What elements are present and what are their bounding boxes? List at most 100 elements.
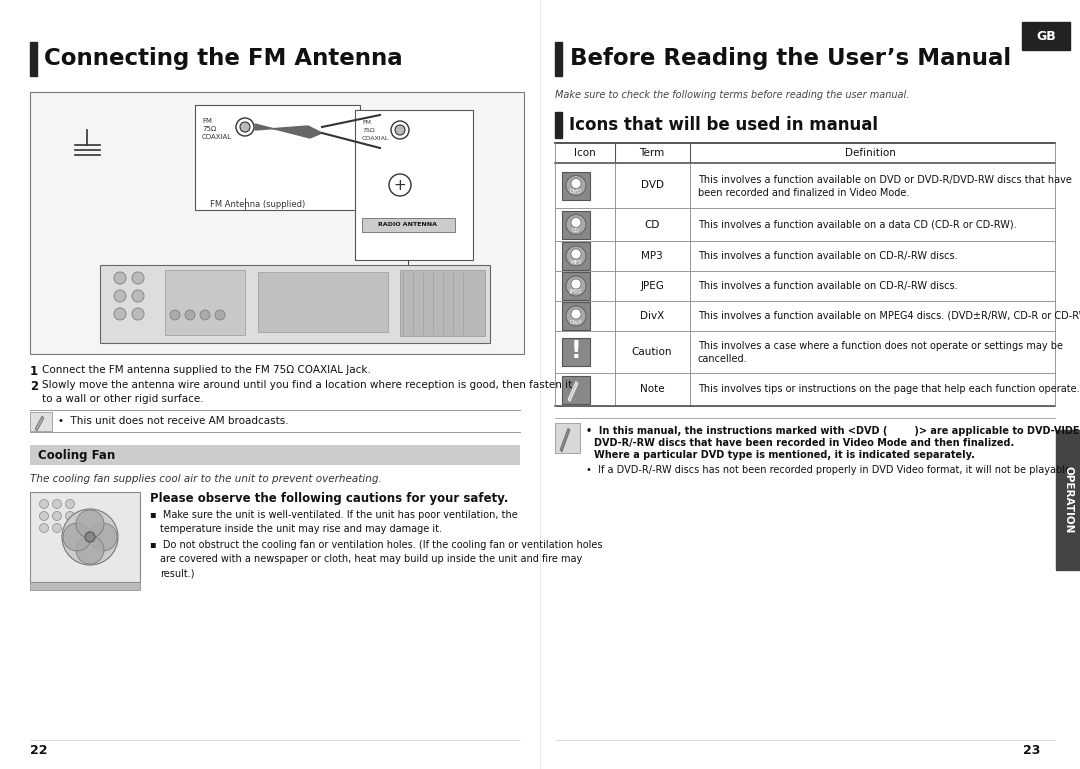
Text: ▪  Do not obstruct the cooling fan or ventilation holes. (If the cooling fan or : ▪ Do not obstruct the cooling fan or ven… bbox=[150, 540, 603, 550]
Circle shape bbox=[395, 125, 405, 135]
Circle shape bbox=[114, 272, 126, 284]
Text: This involves tips or instructions on the page that help each function operate.: This involves tips or instructions on th… bbox=[698, 384, 1080, 394]
Circle shape bbox=[389, 174, 411, 196]
Text: cancelled.: cancelled. bbox=[698, 354, 747, 364]
Text: Slowly move the antenna wire around until you find a location where reception is: Slowly move the antenna wire around unti… bbox=[42, 380, 572, 390]
Circle shape bbox=[62, 509, 118, 565]
Text: 23: 23 bbox=[1023, 744, 1040, 757]
Bar bbox=[562, 338, 590, 366]
Bar bbox=[562, 375, 590, 404]
Bar bbox=[355, 110, 473, 260]
Text: 75Ω: 75Ω bbox=[362, 128, 375, 133]
Polygon shape bbox=[255, 124, 322, 138]
Circle shape bbox=[40, 511, 49, 521]
Circle shape bbox=[571, 178, 581, 188]
Circle shape bbox=[63, 523, 91, 551]
Bar bbox=[1022, 22, 1070, 50]
Text: are covered with a newspaper or cloth, heat may build up inside the unit and fir: are covered with a newspaper or cloth, h… bbox=[160, 554, 582, 564]
Text: DVD: DVD bbox=[640, 181, 663, 191]
Text: +: + bbox=[393, 178, 406, 192]
Text: FM Antenna (supplied): FM Antenna (supplied) bbox=[210, 200, 306, 209]
Circle shape bbox=[170, 310, 180, 320]
Text: This involves a case where a function does not operate or settings may be: This involves a case where a function do… bbox=[698, 341, 1063, 351]
Text: This involves a function available on MPEG4 discs. (DVD±R/RW, CD-R or CD-RW): This involves a function available on MP… bbox=[698, 311, 1080, 321]
Circle shape bbox=[215, 310, 225, 320]
Polygon shape bbox=[568, 381, 578, 401]
Circle shape bbox=[40, 500, 49, 508]
Text: •  If a DVD-R/-RW discs has not been recorded properly in DVD Video format, it w: • If a DVD-R/-RW discs has not been reco… bbox=[586, 465, 1074, 475]
Circle shape bbox=[566, 175, 586, 195]
Circle shape bbox=[185, 310, 195, 320]
Bar bbox=[562, 242, 590, 270]
Text: been recorded and finalized in Video Mode.: been recorded and finalized in Video Mod… bbox=[698, 188, 909, 198]
Circle shape bbox=[40, 524, 49, 532]
Bar bbox=[362, 218, 455, 232]
Circle shape bbox=[53, 524, 62, 532]
Bar bbox=[555, 112, 562, 138]
Text: MP3: MP3 bbox=[570, 259, 582, 265]
Circle shape bbox=[566, 246, 586, 266]
Text: The cooling fan supplies cool air to the unit to prevent overheating.: The cooling fan supplies cool air to the… bbox=[30, 474, 381, 484]
Text: to a wall or other rigid surface.: to a wall or other rigid surface. bbox=[42, 394, 204, 404]
Text: This involves a function available on CD-R/-RW discs.: This involves a function available on CD… bbox=[698, 281, 958, 291]
Text: Where a particular DVD type is mentioned, it is indicated separately.: Where a particular DVD type is mentioned… bbox=[594, 450, 975, 460]
Circle shape bbox=[66, 500, 75, 508]
Text: FM: FM bbox=[202, 118, 212, 124]
Bar bbox=[555, 42, 562, 76]
Circle shape bbox=[132, 272, 144, 284]
Text: 22: 22 bbox=[30, 744, 48, 757]
Bar bbox=[1056, 430, 1080, 570]
Text: temperature inside the unit may rise and may damage it.: temperature inside the unit may rise and… bbox=[160, 524, 442, 534]
Bar bbox=[562, 302, 590, 330]
Bar bbox=[400, 270, 485, 336]
Bar bbox=[100, 265, 490, 343]
Text: This involves a function available on a data CD (CD-R or CD-RW).: This involves a function available on a … bbox=[698, 219, 1016, 229]
Text: This involves a function available on CD-R/-RW discs.: This involves a function available on CD… bbox=[698, 251, 958, 261]
Circle shape bbox=[571, 249, 581, 259]
Circle shape bbox=[53, 500, 62, 508]
Text: CD: CD bbox=[645, 219, 660, 229]
Circle shape bbox=[89, 523, 117, 551]
Circle shape bbox=[132, 290, 144, 302]
Text: Caution: Caution bbox=[632, 347, 672, 357]
Circle shape bbox=[237, 118, 254, 136]
Text: OPERATION: OPERATION bbox=[1063, 466, 1074, 534]
Bar bbox=[562, 211, 590, 238]
Text: Connect the FM antenna supplied to the FM 75Ω COAXIAL Jack.: Connect the FM antenna supplied to the F… bbox=[42, 365, 370, 375]
Text: GB: GB bbox=[1036, 29, 1056, 42]
Circle shape bbox=[566, 215, 586, 235]
Text: Icon: Icon bbox=[575, 148, 596, 158]
Circle shape bbox=[571, 279, 581, 289]
Circle shape bbox=[571, 218, 581, 228]
Polygon shape bbox=[35, 416, 44, 431]
Circle shape bbox=[66, 524, 75, 532]
Circle shape bbox=[66, 511, 75, 521]
Text: FM: FM bbox=[362, 120, 372, 125]
Text: DivX: DivX bbox=[639, 311, 664, 321]
Text: •  This unit does not receive AM broadcasts.: • This unit does not receive AM broadcas… bbox=[58, 416, 288, 426]
Bar bbox=[258, 272, 388, 332]
Circle shape bbox=[76, 510, 104, 538]
Text: COAXIAL: COAXIAL bbox=[362, 136, 390, 141]
Bar bbox=[30, 92, 524, 354]
Text: DivX: DivX bbox=[569, 319, 582, 325]
Polygon shape bbox=[561, 428, 570, 452]
Text: MP3: MP3 bbox=[642, 251, 663, 261]
Circle shape bbox=[53, 511, 62, 521]
Text: JPEG: JPEG bbox=[640, 281, 664, 291]
Bar bbox=[30, 445, 519, 465]
Text: COAXIAL: COAXIAL bbox=[202, 134, 232, 140]
Circle shape bbox=[76, 536, 104, 564]
Text: Connecting the FM Antenna: Connecting the FM Antenna bbox=[44, 48, 403, 71]
Text: Icons that will be used in manual: Icons that will be used in manual bbox=[569, 116, 878, 134]
Circle shape bbox=[85, 532, 95, 542]
Text: 75Ω: 75Ω bbox=[202, 126, 216, 132]
Circle shape bbox=[114, 308, 126, 320]
Text: This involves a function available on DVD or DVD-R/DVD-RW discs that have: This involves a function available on DV… bbox=[698, 175, 1071, 185]
Text: !: ! bbox=[570, 339, 581, 363]
Circle shape bbox=[391, 121, 409, 139]
Bar bbox=[165, 270, 245, 335]
Text: JPEG: JPEG bbox=[570, 289, 582, 295]
Text: result.): result.) bbox=[160, 568, 194, 578]
Bar bbox=[30, 492, 140, 582]
